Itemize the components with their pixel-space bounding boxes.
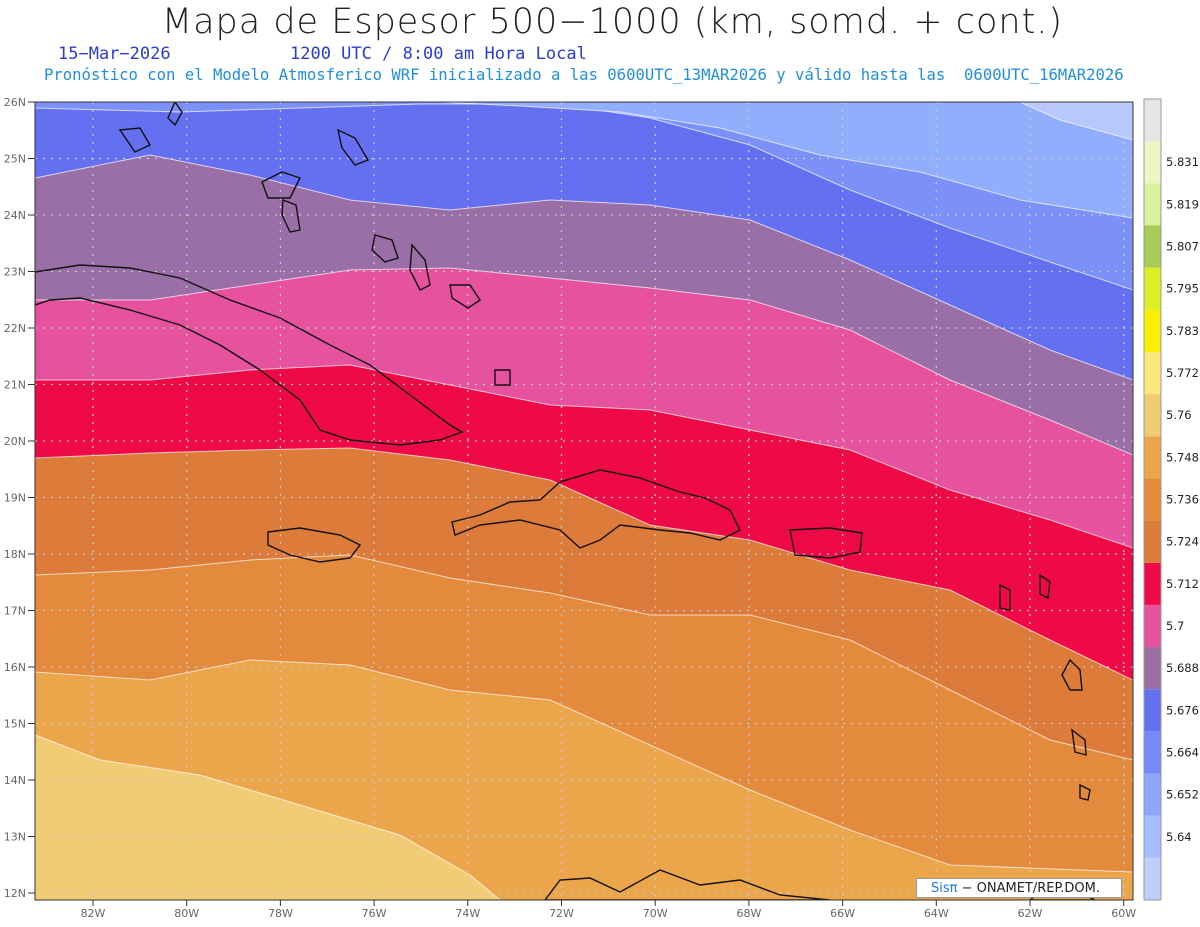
coastline-5 [337, 128, 370, 166]
colorbar-label: 5.676 [1166, 703, 1199, 717]
lat-label: 12N [4, 887, 26, 900]
colorbar-label: 5.819 [1166, 197, 1199, 211]
credit-text: − ONAMET/REP.DOM. [957, 881, 1101, 896]
coastline-3 [789, 527, 863, 559]
lon-label: 62W [1018, 907, 1043, 920]
lat-label: 16N [4, 661, 26, 674]
coastline-13 [1061, 658, 1083, 691]
lat-label: 24N [4, 209, 26, 222]
lon-label: 70W [643, 907, 668, 920]
colorbar-label: 5.748 [1166, 450, 1199, 464]
colorbar-swatch [1144, 562, 1161, 605]
colorbar-swatch [1144, 815, 1161, 858]
coastline-0 [35, 264, 464, 446]
colorbar-label: 5.664 [1166, 745, 1199, 759]
thickness-bands [35, 102, 1133, 900]
colorbar-label: 5.807 [1166, 240, 1199, 254]
colorbar-swatch [1144, 99, 1161, 142]
colorbar: 5.64 5.652 5.664 5.676 5.688 5.7 5.712 5.724 5.7… [1143, 98, 1199, 901]
lat-label: 18N [4, 548, 26, 561]
credit-brand: Sisπ [931, 881, 958, 896]
colorbar-label: 5.688 [1166, 661, 1199, 675]
coastline-2 [267, 527, 362, 563]
colorbar-swatch [1144, 857, 1161, 900]
coastline-17 [1039, 573, 1051, 600]
lat-label: 19N [4, 492, 26, 505]
lon-label: 72W [549, 907, 574, 920]
colorbar-label: 5.7 [1166, 619, 1184, 633]
coastline-14 [1071, 728, 1087, 756]
colorbar-swatch [1144, 773, 1161, 816]
lon-label: 76W [362, 907, 387, 920]
coastline-16 [999, 583, 1011, 611]
forecast-date: 15−Mar−2026 [58, 44, 171, 64]
colorbar-swatch [1144, 183, 1161, 226]
colorbar-swatch [1144, 225, 1161, 268]
coastline-18 [544, 869, 831, 900]
colorbar-swatch [1144, 604, 1161, 648]
map-frame [34, 101, 1134, 901]
colorbar-swatch [1144, 394, 1161, 437]
forecast-time: 1200 UTC / 8:00 am Hora Local [290, 44, 587, 64]
coastline-8 [449, 284, 481, 309]
coastline-7 [409, 243, 431, 291]
lat-label: 22N [4, 322, 26, 335]
colorbar-label: 5.772 [1166, 366, 1199, 380]
forecast-subtitle: Pronóstico con el Modelo Atmosferico WRF… [44, 66, 1124, 84]
lat-label: 21N [4, 379, 26, 392]
colorbar-label: 5.736 [1166, 493, 1199, 507]
lat-label: 13N [4, 831, 26, 844]
coastline-6 [371, 234, 399, 263]
lat-label: 23N [4, 266, 26, 279]
lon-label: 74W [455, 907, 480, 920]
coastline-12 [167, 102, 183, 127]
band-10 [1019, 102, 1133, 141]
lon-label: 60W [1111, 907, 1136, 920]
lat-label: 14N [4, 774, 26, 787]
lon-label: 82W [81, 907, 106, 920]
colorbar-swatch [1144, 647, 1161, 690]
colorbar-label: 5.783 [1166, 324, 1199, 338]
coastline-10 [281, 199, 301, 233]
lat-label: 26N [4, 96, 26, 109]
lon-label: 66W [830, 907, 855, 920]
colorbar-swatch [1144, 478, 1161, 521]
colorbar-label: 5.724 [1166, 535, 1199, 549]
credit-box: Sisπ − ONAMET/REP.DOM. [916, 878, 1122, 898]
colorbar-swatch [1144, 309, 1161, 352]
lon-label: 80W [174, 907, 199, 920]
lon-label: 64W [924, 907, 949, 920]
colorbar-swatch [1144, 141, 1161, 184]
coastline-15 [1079, 783, 1091, 801]
colorbar-swatch [1144, 351, 1161, 395]
longitude-labels: 82W 80W 78W 76W 74W 72W 70W 68W 66W 64W 62W 60W [81, 900, 1136, 920]
colorbar-label: 5.64 [1166, 830, 1192, 844]
coastline-1 [451, 469, 741, 549]
colorbar-label: 5.76 [1166, 408, 1192, 422]
lon-label: 68W [736, 907, 761, 920]
lat-label: 17N [4, 605, 26, 618]
colorbar-swatch [1144, 520, 1161, 563]
latitude-labels: 26N 25N 24N 23N 22N 21N 20N 19N 18N 17N 16N 15N 14N 1… [4, 96, 35, 900]
colorbar-frame [1143, 98, 1162, 901]
coastline-4 [261, 171, 301, 199]
map-title: Mapa de Espesor 500−1000 (km, somd. + co… [161, 2, 1064, 42]
coastline-11 [118, 127, 151, 153]
colorbar-swatch [1144, 436, 1161, 479]
colorbar-label: 5.712 [1166, 577, 1199, 591]
colorbar-label: 5.831 [1166, 155, 1199, 169]
colorbar-swatch [1144, 731, 1161, 774]
lat-label: 20N [4, 435, 26, 448]
lat-label: 15N [4, 718, 26, 731]
colorbar-label: 5.652 [1166, 788, 1199, 802]
lon-label: 78W [268, 907, 293, 920]
lat-label: 25N [4, 153, 26, 166]
lat-lon-grid [35, 102, 1133, 900]
colorbar-swatch [1144, 689, 1161, 732]
band-9 [439, 102, 1133, 219]
coastline-9 [494, 369, 511, 386]
colorbar-label: 5.795 [1166, 282, 1199, 296]
colorbar-swatch [1144, 267, 1161, 310]
